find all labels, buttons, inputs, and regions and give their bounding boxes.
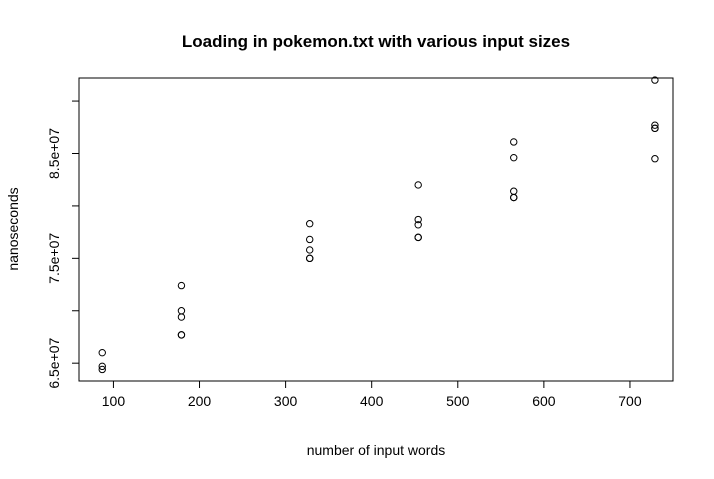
data-points — [98, 76, 659, 374]
y-tick-label: 7.5e+07 — [46, 233, 62, 284]
data-point — [98, 348, 106, 357]
y-axis-label: nanoseconds — [5, 187, 21, 270]
y-tick-label: 8.5e+07 — [46, 128, 62, 179]
data-point — [651, 76, 659, 84]
data-point — [414, 233, 422, 242]
x-tick-label: 700 — [618, 393, 642, 409]
plot-frame — [78, 77, 674, 382]
data-point — [651, 124, 659, 133]
data-point — [414, 181, 422, 189]
data-point — [306, 246, 314, 254]
data-point — [510, 153, 518, 162]
data-point — [510, 187, 518, 195]
x-tick-label: 100 — [102, 393, 126, 409]
data-point — [306, 220, 314, 228]
x-tick-label: 400 — [360, 393, 384, 409]
data-point — [177, 281, 186, 290]
data-point — [414, 215, 422, 224]
data-point — [510, 193, 518, 202]
data-point — [306, 235, 314, 244]
y-axis: 6.5e+07 7.5e+07 8.5e+07 — [46, 100, 80, 389]
y-tick-label: 6.5e+07 — [46, 337, 62, 388]
x-tick-label: 500 — [446, 393, 470, 409]
x-tick-label: 600 — [532, 393, 556, 409]
x-tick-label: 300 — [274, 393, 298, 409]
data-point — [651, 155, 659, 163]
data-point — [414, 221, 422, 229]
data-point — [98, 365, 106, 374]
data-point — [177, 313, 186, 321]
data-point — [651, 121, 659, 129]
x-tick-label: 200 — [188, 393, 212, 409]
data-point — [306, 254, 314, 263]
x-axis-label: number of input words — [307, 442, 446, 458]
data-point — [177, 331, 186, 339]
data-point — [510, 138, 518, 146]
chart-title: Loading in pokemon.txt with various inpu… — [182, 32, 570, 51]
x-axis: 100 200 300 400 500 600 700 — [102, 380, 642, 409]
data-point — [177, 307, 186, 315]
data-point — [98, 362, 106, 371]
